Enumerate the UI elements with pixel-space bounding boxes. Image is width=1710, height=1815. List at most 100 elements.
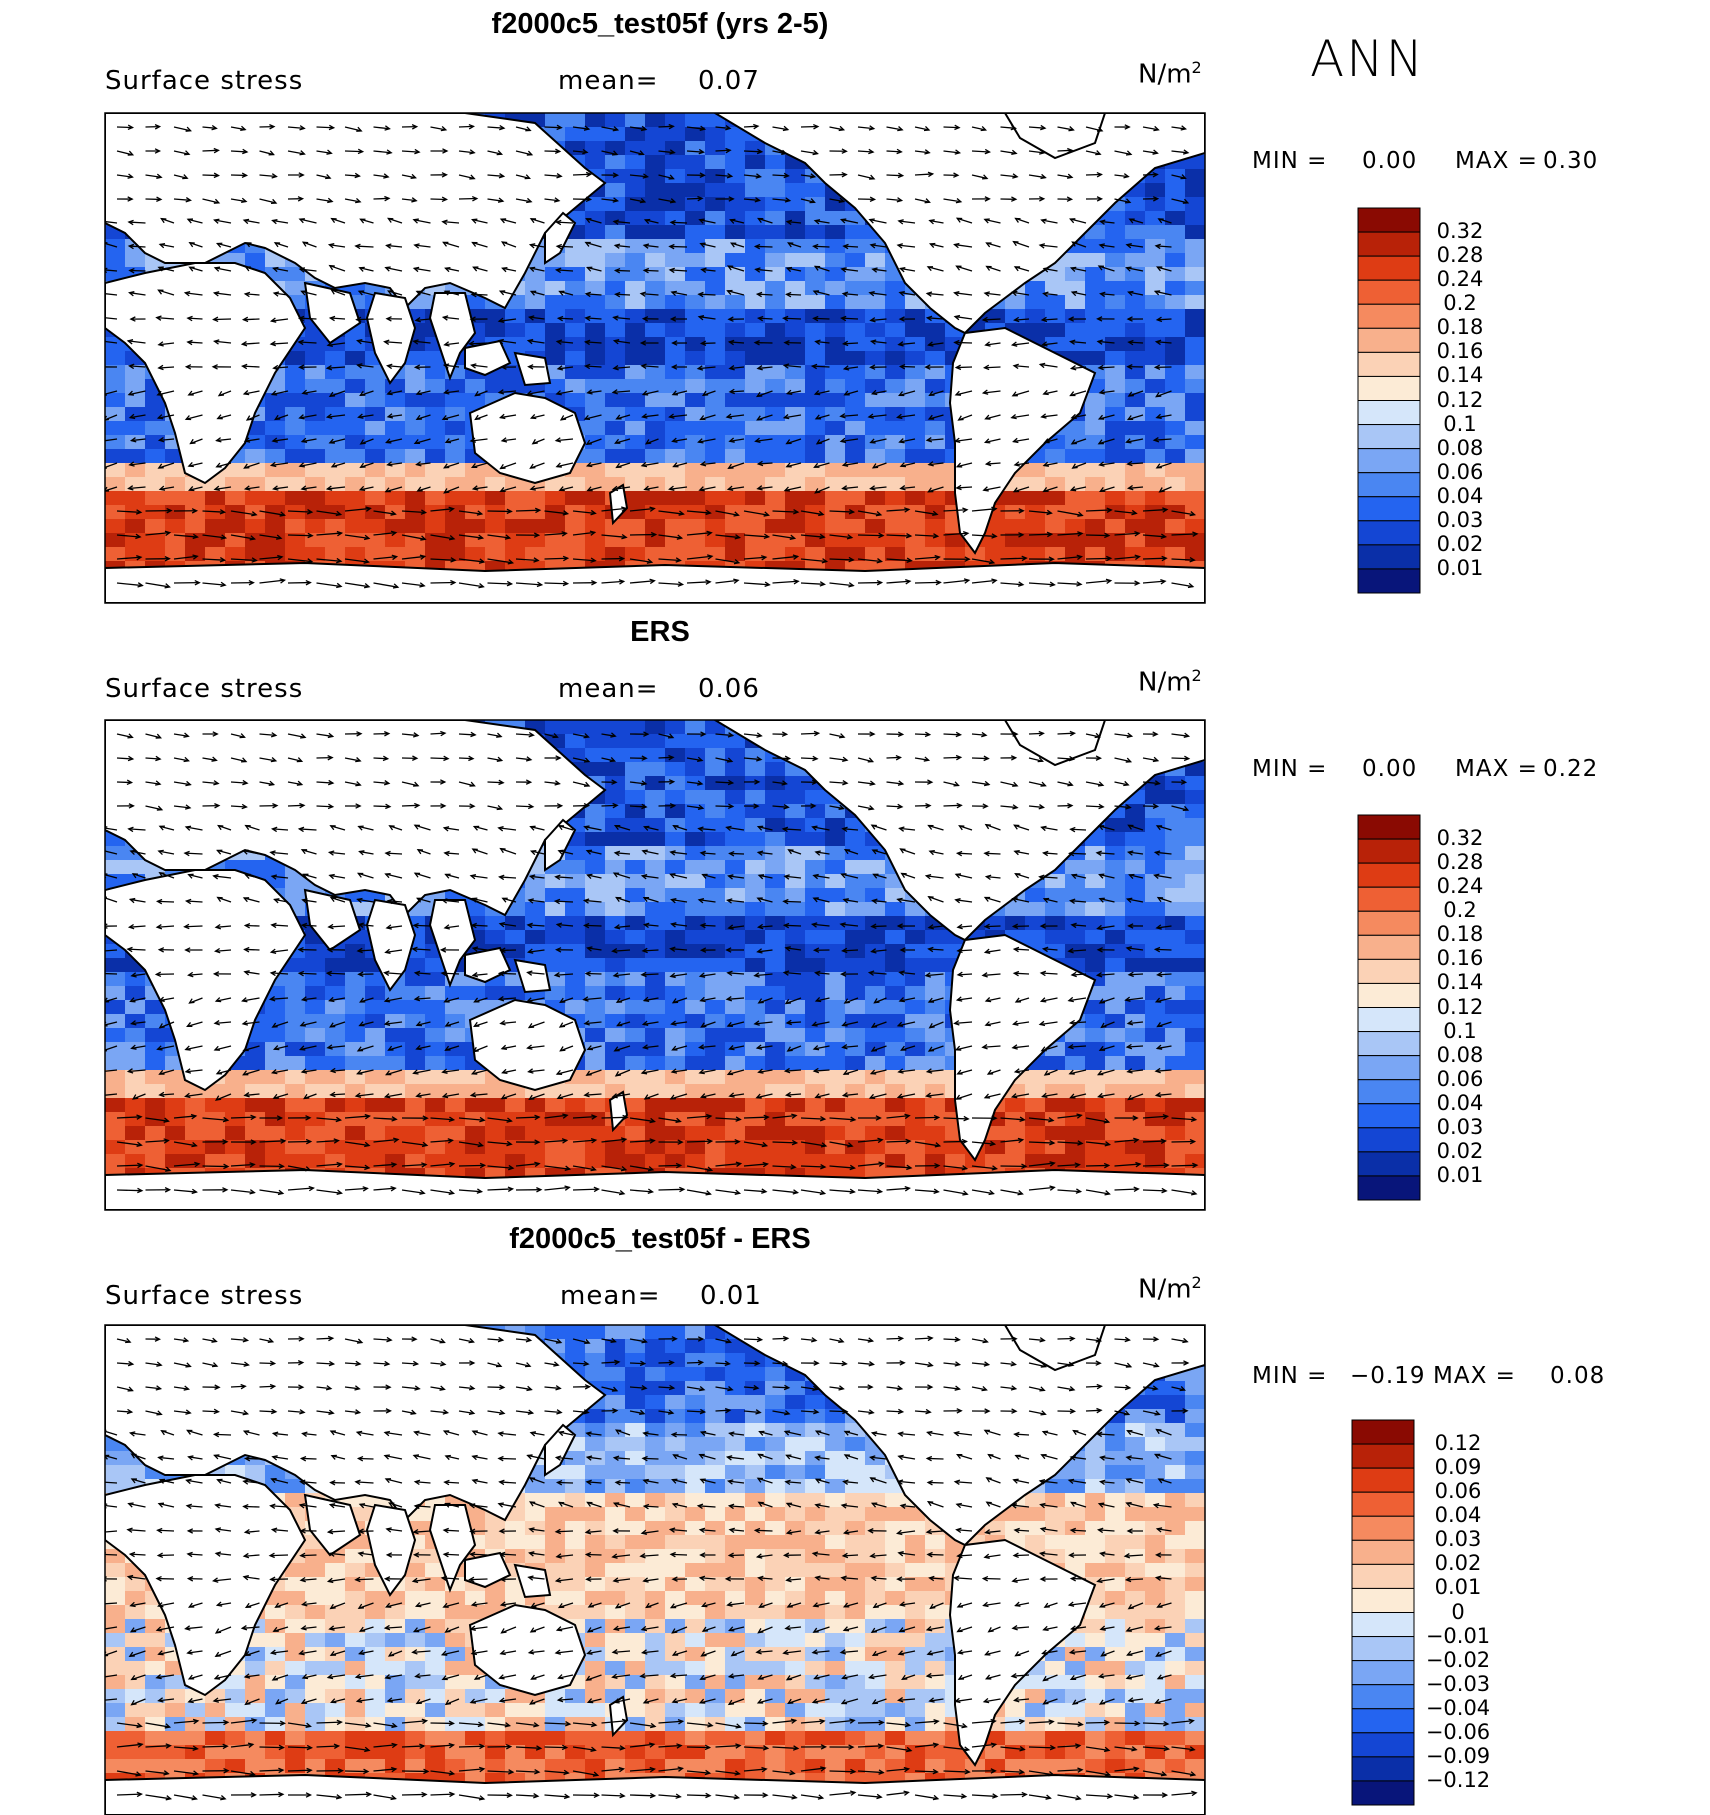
- panel-2-min-label: MIN =: [1252, 756, 1328, 782]
- colorbar-swatch: [1357, 231, 1421, 257]
- colorbar-swatch: [1357, 472, 1421, 498]
- panel-3-mean-value: 0.01: [700, 1281, 762, 1311]
- colorbar-swatch: [1351, 1491, 1415, 1517]
- colorbar-tick-label: 0.06: [1436, 459, 1484, 484]
- colorbar-tick-label: −0.04: [1425, 1695, 1491, 1720]
- panel-3-mean-label: mean=: [560, 1281, 661, 1311]
- panel-1-units: N/m2: [1138, 58, 1202, 90]
- colorbar-swatch: [1357, 862, 1421, 888]
- colorbar-swatch: [1351, 1636, 1415, 1662]
- colorbar-swatch: [1357, 351, 1421, 377]
- map-panel-2: [104, 719, 1206, 1211]
- colorbar-swatch: [1351, 1660, 1415, 1686]
- colorbar-swatch: [1351, 1515, 1415, 1541]
- colorbar-swatch: [1357, 400, 1421, 426]
- colorbar-swatch: [1357, 838, 1421, 864]
- colorbar-swatch: [1357, 934, 1421, 960]
- colorbar-tick-label: 0.04: [1436, 483, 1484, 508]
- colorbar-swatch: [1357, 910, 1421, 936]
- colorbar-tick-label: 0.06: [1434, 1479, 1482, 1504]
- colorbar-tick-label: 0.03: [1436, 1114, 1484, 1139]
- colorbar-swatch: [1351, 1756, 1415, 1782]
- colorbar-tick-label: 0.18: [1436, 315, 1484, 340]
- colorbar-swatch: [1357, 303, 1421, 329]
- colorbar-swatch: [1357, 448, 1421, 474]
- colorbar-swatch: [1357, 520, 1421, 546]
- colorbar-tick-label: 0.14: [1436, 363, 1484, 388]
- colorbar-tick-label: 0.1: [1443, 411, 1477, 436]
- colorbar-tick-label: 0.1: [1443, 1018, 1477, 1043]
- colorbar-swatch: [1357, 544, 1421, 570]
- colorbar-tick-label: −0.03: [1425, 1671, 1491, 1696]
- colorbar-tick-label: 0.32: [1436, 219, 1484, 244]
- colorbar-3: [1351, 1419, 1415, 1806]
- colorbar-swatch: [1357, 814, 1421, 840]
- colorbar-tick-label: −0.02: [1425, 1647, 1491, 1672]
- colorbar-swatch: [1351, 1419, 1415, 1445]
- colorbar-tick-label: 0.08: [1436, 1042, 1484, 1067]
- colorbar-swatch: [1351, 1780, 1415, 1806]
- colorbar-tick-label: 0.16: [1436, 339, 1484, 364]
- colorbar-tick-label: 0.03: [1434, 1527, 1482, 1552]
- colorbar-tick-label: 0.28: [1436, 850, 1484, 875]
- colorbar-swatch: [1357, 1151, 1421, 1177]
- colorbar-swatch: [1357, 1055, 1421, 1081]
- panel-3-variable: Surface stress: [105, 1281, 304, 1311]
- colorbar-tick-label: 0.03: [1436, 507, 1484, 532]
- colorbar-swatch: [1357, 958, 1421, 984]
- panel-2-variable: Surface stress: [105, 674, 304, 704]
- colorbar-tick-label: 0.24: [1436, 874, 1484, 899]
- colorbar-tick-label: 0.04: [1436, 1090, 1484, 1115]
- colorbar-swatch: [1357, 1175, 1421, 1201]
- panel-3-max-value: 0.08: [1550, 1363, 1606, 1389]
- colorbar-swatch: [1351, 1467, 1415, 1493]
- colorbar-tick-label: 0.18: [1436, 922, 1484, 947]
- panel-3-units: N/m2: [1138, 1273, 1202, 1305]
- colorbar-tick-label: 0: [1451, 1599, 1465, 1624]
- colorbar-swatch: [1351, 1563, 1415, 1589]
- colorbar-tick-label: 0.32: [1436, 826, 1484, 851]
- colorbar-2: [1357, 814, 1421, 1201]
- colorbar-swatch: [1357, 1031, 1421, 1057]
- colorbar-swatch: [1357, 982, 1421, 1008]
- panel-1-variable: Surface stress: [105, 66, 304, 96]
- colorbar-tick-label: 0.16: [1436, 946, 1484, 971]
- panel-1-title: f2000c5_test05f (yrs 2-5): [491, 8, 829, 40]
- panel-2-max-label: MAX =: [1455, 756, 1538, 782]
- panel-2-mean-value: 0.06: [698, 674, 760, 704]
- colorbar-swatch: [1351, 1539, 1415, 1565]
- colorbar-tick-label: −0.06: [1425, 1719, 1491, 1744]
- panel-2-max-value: 0.22: [1543, 756, 1599, 782]
- colorbar-tick-label: 0.01: [1436, 1162, 1484, 1187]
- colorbar-tick-label: 0.14: [1436, 970, 1484, 995]
- panel-1-max-value: 0.30: [1543, 148, 1599, 174]
- colorbar-tick-label: 0.02: [1436, 531, 1484, 556]
- panel-2-min-value: 0.00: [1362, 756, 1418, 782]
- panel-2-mean-label: mean=: [558, 674, 659, 704]
- colorbar-tick-label: 0.06: [1436, 1066, 1484, 1091]
- panel-2-title: ERS: [630, 616, 690, 648]
- panel-2-units: N/m2: [1138, 666, 1202, 698]
- panel-3-min-label: MIN =: [1252, 1363, 1328, 1389]
- colorbar-swatch: [1357, 207, 1421, 233]
- colorbar-swatch: [1357, 1079, 1421, 1105]
- colorbar-swatch: [1357, 279, 1421, 305]
- colorbar-swatch: [1351, 1612, 1415, 1638]
- colorbar-swatch: [1357, 568, 1421, 594]
- colorbar-tick-label: −0.01: [1425, 1623, 1491, 1648]
- panel-3-title: f2000c5_test05f - ERS: [509, 1223, 811, 1255]
- colorbar-tick-label: 0.12: [1436, 994, 1484, 1019]
- colorbar-swatch: [1351, 1708, 1415, 1734]
- colorbar-swatch: [1357, 375, 1421, 401]
- panel-1-mean-label: mean=: [558, 66, 659, 96]
- panel-1-min-value: 0.00: [1362, 148, 1418, 174]
- colorbar-swatch: [1351, 1443, 1415, 1469]
- colorbar-tick-label: 0.12: [1434, 1431, 1482, 1456]
- colorbar-swatch: [1357, 1127, 1421, 1153]
- colorbar-tick-label: 0.01: [1436, 555, 1484, 580]
- colorbar-tick-label: 0.09: [1434, 1455, 1482, 1480]
- panel-1-mean-value: 0.07: [698, 66, 760, 96]
- colorbar-swatch: [1351, 1587, 1415, 1613]
- colorbar-tick-label: 0.2: [1443, 898, 1477, 923]
